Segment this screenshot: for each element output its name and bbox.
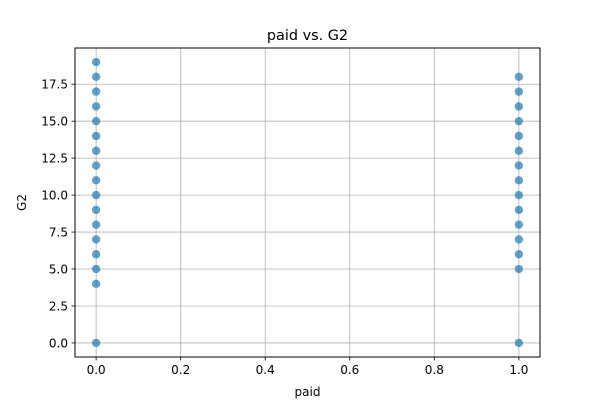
data-points bbox=[91, 57, 524, 348]
data-point bbox=[514, 205, 524, 215]
data-point bbox=[514, 131, 524, 141]
y-tick-label: 7.5 bbox=[49, 225, 68, 239]
data-point bbox=[514, 146, 524, 155]
data-point bbox=[91, 338, 101, 348]
data-point bbox=[91, 116, 101, 126]
data-point bbox=[514, 102, 524, 111]
y-tick-label: 0.0 bbox=[49, 336, 68, 350]
data-point bbox=[91, 279, 101, 289]
x-tick-label: 0.6 bbox=[340, 363, 359, 377]
x-tick-label: 0.8 bbox=[425, 363, 444, 377]
data-point bbox=[91, 190, 101, 200]
data-point bbox=[91, 264, 101, 274]
data-point bbox=[91, 161, 101, 170]
data-point bbox=[91, 250, 101, 259]
y-tick-label: 10.0 bbox=[41, 188, 68, 202]
y-tick-label: 2.5 bbox=[49, 299, 68, 313]
x-tick-label: 1.0 bbox=[509, 363, 528, 377]
x-ticks: 0.0 0.2 0.4 0.6 0.8 1.0 bbox=[87, 357, 528, 377]
chart-title: paid vs. G2 bbox=[267, 28, 348, 44]
data-point bbox=[91, 146, 101, 155]
x-axis-title: paid bbox=[295, 385, 321, 399]
data-point bbox=[514, 72, 524, 82]
data-point bbox=[514, 190, 524, 200]
y-tick-label: 15.0 bbox=[41, 114, 68, 128]
y-tick-label: 12.5 bbox=[41, 151, 68, 165]
data-point bbox=[514, 250, 524, 259]
data-point bbox=[514, 176, 524, 185]
x-tick-label: 0.4 bbox=[256, 363, 275, 377]
data-point bbox=[514, 338, 524, 348]
data-point bbox=[514, 161, 524, 170]
data-point bbox=[91, 131, 101, 141]
x-tick-label: 0.2 bbox=[171, 363, 190, 377]
y-ticks: 0.0 2.5 5.0 7.5 10.0 12.5 15.0 17.5 bbox=[41, 78, 75, 350]
data-point bbox=[91, 205, 101, 215]
data-point bbox=[91, 176, 101, 185]
data-point bbox=[91, 57, 101, 67]
plot-area bbox=[75, 48, 540, 357]
data-point bbox=[514, 116, 524, 126]
data-point bbox=[91, 220, 101, 229]
x-tick-label: 0.0 bbox=[87, 363, 106, 377]
data-point bbox=[514, 264, 524, 274]
plot-frame bbox=[74, 47, 541, 358]
data-point bbox=[514, 235, 524, 244]
data-point bbox=[91, 72, 101, 82]
data-point bbox=[91, 102, 101, 111]
data-point bbox=[514, 87, 524, 96]
grid-lines bbox=[75, 48, 540, 357]
y-tick-label: 5.0 bbox=[49, 262, 68, 276]
y-axis-title: G2 bbox=[15, 194, 29, 211]
data-point bbox=[514, 220, 524, 229]
data-point bbox=[91, 235, 101, 244]
y-tick-label: 17.5 bbox=[41, 78, 68, 92]
data-point bbox=[91, 87, 101, 96]
